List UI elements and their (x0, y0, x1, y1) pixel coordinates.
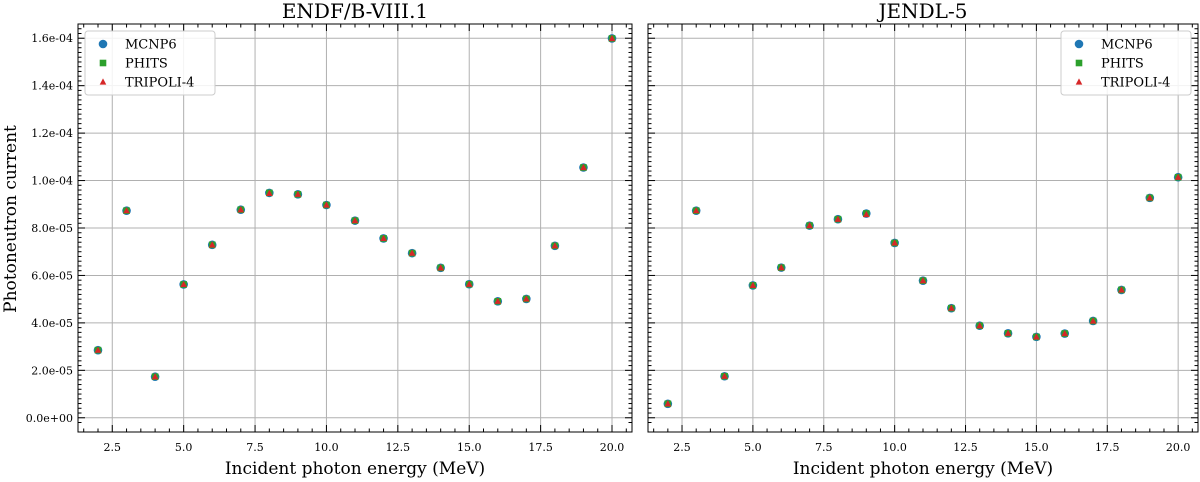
legend-label: TRIPOLI-4 (125, 76, 194, 91)
x-axis-label: Incident photon energy (MeV) (793, 459, 1053, 479)
point-tripoli-4-14 (1061, 329, 1069, 337)
legend-marker-phits (99, 59, 107, 67)
x-tick-label: 7.5 (246, 441, 264, 454)
x-tick-label: 2.5 (673, 441, 691, 454)
point-tripoli-4-3 (749, 281, 757, 289)
legend-marker-tripoli-4 (1075, 78, 1083, 85)
x-tick-label: 2.5 (104, 441, 122, 454)
legend-label: TRIPOLI-4 (1101, 76, 1170, 91)
point-tripoli-4-16 (1118, 286, 1125, 293)
point-tripoli-4-18 (608, 34, 616, 42)
x-tick-label: 12.5 (386, 441, 411, 454)
y-tick-label: 1.6e-04 (31, 32, 73, 45)
point-tripoli-4-7 (862, 210, 870, 218)
point-tripoli-4-9 (919, 277, 927, 284)
point-tripoli-4-6 (834, 215, 842, 222)
x-tick-label: 15.0 (1024, 441, 1049, 454)
legend-marker-phits (1075, 59, 1083, 67)
x-tick-label: 17.5 (528, 441, 553, 454)
x-tick-label: 20.0 (600, 441, 625, 454)
point-tripoli-4-2 (151, 373, 159, 380)
legend-label: MCNP6 (1101, 38, 1153, 53)
legend-marker-tripoli-4 (99, 78, 107, 85)
y-tick-label: 0.0e+00 (26, 412, 73, 425)
point-tripoli-4-7 (294, 190, 302, 197)
point-tripoli-4-17 (1146, 194, 1154, 201)
point-tripoli-4-13 (465, 280, 473, 287)
point-tripoli-4-10 (948, 304, 955, 311)
point-tripoli-4-5 (806, 222, 813, 229)
panel-endf: 2.5 5.0 7.5 10.0 12.5 15.0 17.5 20.0 0.0e+00 2.0e… (26, 0, 633, 479)
point-tripoli-4-9 (351, 217, 359, 224)
y-tick-label: 1.4e-04 (31, 80, 73, 93)
legend-box (84, 30, 216, 96)
x-tick-label: 10.0 (882, 441, 907, 454)
legend-label: PHITS (1101, 57, 1144, 72)
point-tripoli-4-11 (976, 322, 984, 329)
point-tripoli-4-12 (1004, 329, 1012, 336)
legend: MCNP6 PHITS TRIPOLI-4 (1060, 30, 1192, 96)
point-tripoli-4-8 (891, 239, 898, 246)
legend-label: PHITS (125, 57, 168, 72)
x-tick-label: 5.0 (175, 441, 193, 454)
chart-title: JENDL-5 (877, 0, 968, 23)
x-tick-label: 17.5 (1095, 441, 1120, 454)
y-tick-label: 4.0e-05 (31, 317, 73, 330)
point-tripoli-4-3 (180, 280, 187, 288)
point-tripoli-4-16 (551, 242, 559, 249)
y-tick-label: 8.0e-05 (31, 222, 73, 235)
y-axis-label: Photoneutron current (1, 125, 21, 313)
x-tick-label: 5.0 (744, 441, 762, 454)
x-tick-label: 7.5 (815, 441, 833, 454)
y-tick-label: 1.2e-04 (31, 127, 73, 140)
panel-jendl: 2.5 5.0 7.5 10.0 12.5 15.0 17.5 20.0 JENDL-5 Inci… (647, 0, 1199, 479)
x-tick-label: 10.0 (314, 441, 339, 454)
chart-title: ENDF/B-VIII.1 (282, 0, 428, 23)
point-tripoli-4-14 (494, 297, 502, 304)
x-tick-label: 15.0 (457, 441, 482, 454)
x-tick-label: 12.5 (953, 441, 978, 454)
x-tick-label: 20.0 (1166, 441, 1191, 454)
y-tick-label: 1.0e-04 (31, 175, 73, 188)
point-tripoli-4-6 (266, 189, 273, 196)
legend-label: MCNP6 (125, 38, 177, 53)
point-tripoli-4-0 (94, 346, 102, 353)
y-tick-label: 6.0e-05 (31, 269, 73, 282)
point-tripoli-4-11 (408, 249, 416, 256)
point-tripoli-4-4 (208, 241, 216, 248)
legend-marker-mcnp6 (98, 39, 108, 49)
x-axis-label: Incident photon energy (MeV) (225, 459, 485, 479)
point-tripoli-4-18 (1174, 173, 1182, 180)
legend-marker-mcnp6 (1074, 39, 1084, 49)
point-tripoli-4-1 (692, 207, 700, 214)
point-tripoli-4-4 (777, 264, 785, 271)
point-tripoli-4-17 (580, 163, 587, 171)
point-tripoli-4-2 (721, 372, 728, 379)
point-tripoli-4-1 (123, 207, 130, 214)
point-tripoli-4-12 (437, 264, 444, 271)
point-tripoli-4-8 (323, 201, 330, 208)
legend-box (1060, 30, 1192, 96)
point-tripoli-4-10 (380, 234, 387, 242)
point-tripoli-4-0 (664, 400, 672, 407)
y-tick-label: 2.0e-05 (31, 364, 73, 377)
point-tripoli-4-5 (237, 206, 245, 213)
legend: MCNP6 PHITS TRIPOLI-4 (84, 30, 216, 96)
point-tripoli-4-15 (1089, 317, 1097, 324)
point-tripoli-4-15 (523, 295, 530, 302)
point-tripoli-4-13 (1033, 333, 1040, 340)
